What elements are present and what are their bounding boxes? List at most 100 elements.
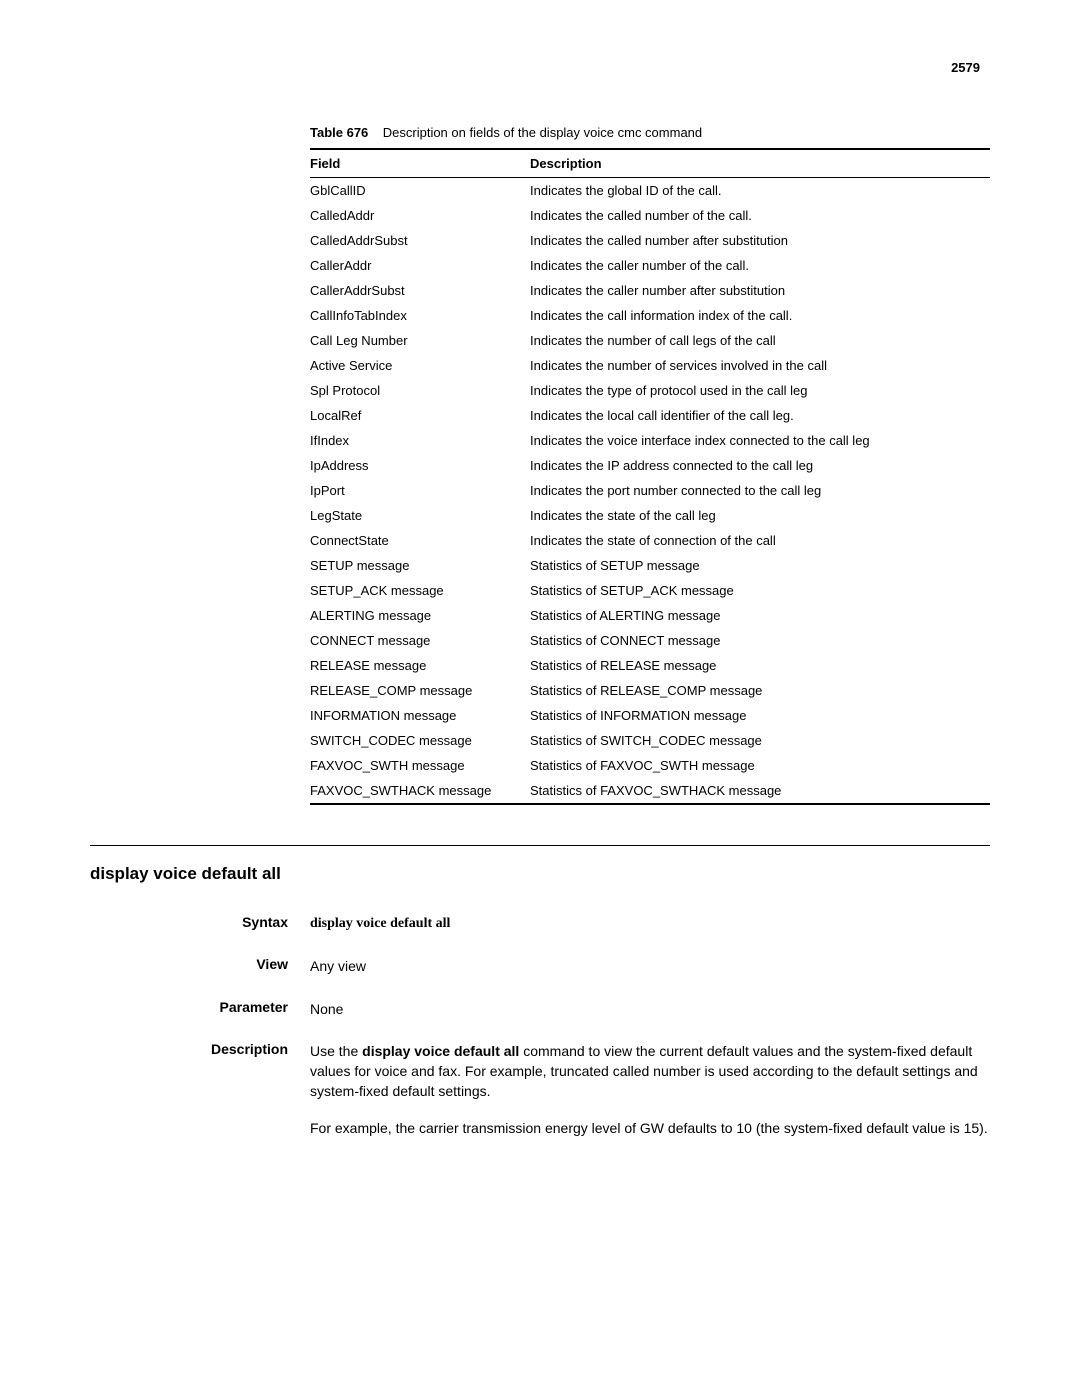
table-cell-field: CalledAddrSubst [310,228,530,253]
table-container: Table 676 Description on fields of the d… [310,125,990,805]
table-row: RELEASE_COMP messageStatistics of RELEAS… [310,678,990,703]
table-cell-description: Statistics of FAXVOC_SWTH message [530,753,990,778]
table-cell-field: ALERTING message [310,603,530,628]
table-cell-field: CallerAddr [310,253,530,278]
table-cell-field: Spl Protocol [310,378,530,403]
table-cell-field: Active Service [310,353,530,378]
table-header-field: Field [310,149,530,178]
table-row: CONNECT messageStatistics of CONNECT mes… [310,628,990,653]
table-cell-description: Statistics of SWITCH_CODEC message [530,728,990,753]
table-cell-description: Indicates the called number after substi… [530,228,990,253]
table-cell-description: Indicates the call information index of … [530,303,990,328]
table-row: FAXVOC_SWTHACK messageStatistics of FAXV… [310,778,990,804]
table-row: INFORMATION messageStatistics of INFORMA… [310,703,990,728]
table-cell-description: Indicates the number of call legs of the… [530,328,990,353]
table-cell-field: RELEASE_COMP message [310,678,530,703]
table-cell-description: Indicates the state of connection of the… [530,528,990,553]
table-cell-field: FAXVOC_SWTH message [310,753,530,778]
table-row: LegStateIndicates the state of the call … [310,503,990,528]
table-cell-field: CONNECT message [310,628,530,653]
table-cell-description: Statistics of ALERTING message [530,603,990,628]
table-cell-description: Statistics of RELEASE message [530,653,990,678]
table-row: IpPortIndicates the port number connecte… [310,478,990,503]
table-cell-description: Indicates the called number of the call. [530,203,990,228]
table-caption-text [372,125,383,140]
view-value: Any view [310,956,990,976]
table-row: IpAddressIndicates the IP address connec… [310,453,990,478]
description-value: Use the display voice default all comman… [310,1041,990,1154]
table-row: SWITCH_CODEC messageStatistics of SWITCH… [310,728,990,753]
table-header-row: Field Description [310,149,990,178]
table-row: SETUP messageStatistics of SETUP message [310,553,990,578]
table-row: CallerAddrIndicates the caller number of… [310,253,990,278]
table-row: FAXVOC_SWTH messageStatistics of FAXVOC_… [310,753,990,778]
table-cell-description: Indicates the type of protocol used in t… [530,378,990,403]
table-cell-description: Statistics of INFORMATION message [530,703,990,728]
section-divider [90,845,990,846]
table-cell-field: SETUP_ACK message [310,578,530,603]
table-row: CallInfoTabIndexIndicates the call infor… [310,303,990,328]
view-block: View Any view [90,956,990,976]
table-cell-field: FAXVOC_SWTHACK message [310,778,530,804]
parameter-block: Parameter None [90,999,990,1019]
fields-table: Field Description GblCallIDIndicates the… [310,148,990,805]
table-cell-field: GblCallID [310,178,530,204]
table-cell-field: IpPort [310,478,530,503]
table-row: CalledAddrSubstIndicates the called numb… [310,228,990,253]
view-label: View [90,956,310,976]
table-cell-field: CallInfoTabIndex [310,303,530,328]
table-row: GblCallIDIndicates the global ID of the … [310,178,990,204]
table-cell-description: Indicates the port number connected to t… [530,478,990,503]
parameter-value: None [310,999,990,1019]
table-cell-field: Call Leg Number [310,328,530,353]
table-cell-description: Indicates the local call identifier of t… [530,403,990,428]
table-cell-description: Statistics of FAXVOC_SWTHACK message [530,778,990,804]
description-prefix: Use the [310,1043,362,1059]
table-caption-desc: Description on fields of the display voi… [383,125,702,140]
table-row: RELEASE messageStatistics of RELEASE mes… [310,653,990,678]
table-cell-description: Indicates the state of the call leg [530,503,990,528]
table-caption: Table 676 Description on fields of the d… [310,125,990,140]
table-cell-description: Indicates the number of services involve… [530,353,990,378]
table-row: SETUP_ACK messageStatistics of SETUP_ACK… [310,578,990,603]
description-block: Description Use the display voice defaul… [90,1041,990,1154]
table-row: CalledAddrIndicates the called number of… [310,203,990,228]
table-row: IfIndexIndicates the voice interface ind… [310,428,990,453]
table-cell-description: Statistics of RELEASE_COMP message [530,678,990,703]
syntax-block: Syntax display voice default all [90,914,990,934]
table-cell-field: CalledAddr [310,203,530,228]
table-cell-description: Indicates the voice interface index conn… [530,428,990,453]
table-cell-field: LocalRef [310,403,530,428]
table-cell-description: Indicates the caller number of the call. [530,253,990,278]
table-cell-field: IfIndex [310,428,530,453]
page-number: 2579 [90,60,990,75]
table-cell-description: Statistics of SETUP_ACK message [530,578,990,603]
table-row: ConnectStateIndicates the state of conne… [310,528,990,553]
table-header-description: Description [530,149,990,178]
syntax-value: display voice default all [310,914,990,934]
table-cell-description: Indicates the global ID of the call. [530,178,990,204]
table-cell-field: INFORMATION message [310,703,530,728]
table-cell-field: ConnectState [310,528,530,553]
table-row: CallerAddrSubstIndicates the caller numb… [310,278,990,303]
table-row: Spl ProtocolIndicates the type of protoc… [310,378,990,403]
table-row: LocalRefIndicates the local call identif… [310,403,990,428]
description-label: Description [90,1041,310,1154]
table-label: Table 676 [310,125,368,140]
syntax-label: Syntax [90,914,310,934]
description-para1: Use the display voice default all comman… [310,1041,990,1102]
table-cell-field: SETUP message [310,553,530,578]
table-row: ALERTING messageStatistics of ALERTING m… [310,603,990,628]
table-row: Active ServiceIndicates the number of se… [310,353,990,378]
table-cell-field: SWITCH_CODEC message [310,728,530,753]
table-cell-field: RELEASE message [310,653,530,678]
table-cell-field: LegState [310,503,530,528]
table-cell-description: Indicates the IP address connected to th… [530,453,990,478]
table-row: Call Leg NumberIndicates the number of c… [310,328,990,353]
table-cell-description: Statistics of SETUP message [530,553,990,578]
table-cell-field: IpAddress [310,453,530,478]
table-cell-description: Statistics of CONNECT message [530,628,990,653]
description-para2: For example, the carrier transmission en… [310,1118,990,1138]
section-heading: display voice default all [90,864,990,884]
table-cell-description: Indicates the caller number after substi… [530,278,990,303]
